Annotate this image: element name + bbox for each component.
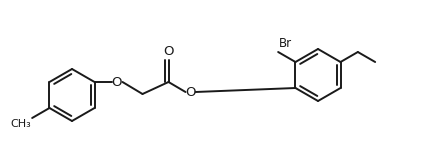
- Text: O: O: [111, 75, 122, 89]
- Text: O: O: [163, 45, 174, 58]
- Text: Br: Br: [279, 37, 292, 50]
- Text: O: O: [185, 85, 196, 99]
- Text: CH₃: CH₃: [11, 119, 31, 129]
